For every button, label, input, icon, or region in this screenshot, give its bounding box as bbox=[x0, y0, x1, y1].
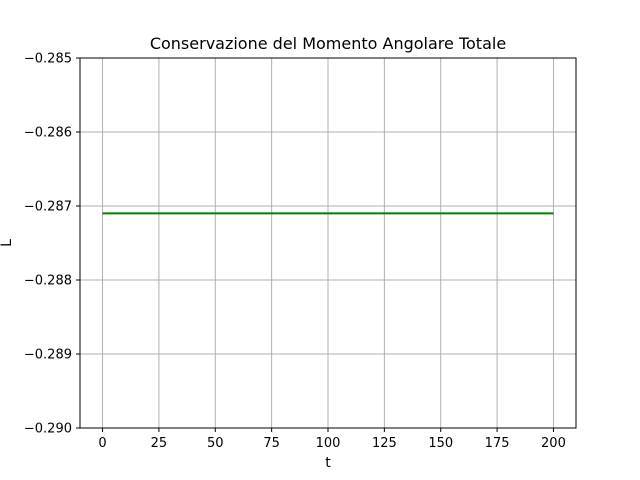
x-tick-label: 50 bbox=[207, 436, 224, 451]
x-tick-label: 150 bbox=[428, 436, 453, 451]
y-tick-label: −0.287 bbox=[24, 200, 72, 215]
x-tick-label: 0 bbox=[98, 436, 106, 451]
x-tick-label: 125 bbox=[372, 436, 397, 451]
x-tick-label: 200 bbox=[541, 436, 566, 451]
grid bbox=[80, 57, 576, 429]
y-axis-label: L bbox=[0, 239, 15, 247]
y-tick-label: −0.289 bbox=[24, 348, 72, 363]
x-tick-label: 75 bbox=[263, 436, 280, 451]
x-tick-label: 175 bbox=[485, 436, 510, 451]
x-tick-label: 25 bbox=[151, 436, 168, 451]
x-axis-label: t bbox=[325, 455, 331, 471]
x-tick-label: 100 bbox=[316, 436, 341, 451]
y-ticks: −0.290 −0.289 −0.288 −0.287 −0.286 −0.285 bbox=[24, 52, 80, 437]
chart-title: Conservazione del Momento Angolare Total… bbox=[150, 34, 506, 53]
x-ticks: 0 25 50 75 100 125 150 175 200 bbox=[98, 428, 566, 451]
y-tick-label: −0.286 bbox=[24, 126, 72, 141]
y-tick-label: −0.290 bbox=[24, 422, 72, 437]
y-tick-label: −0.285 bbox=[24, 52, 72, 67]
y-tick-label: −0.288 bbox=[24, 274, 72, 289]
